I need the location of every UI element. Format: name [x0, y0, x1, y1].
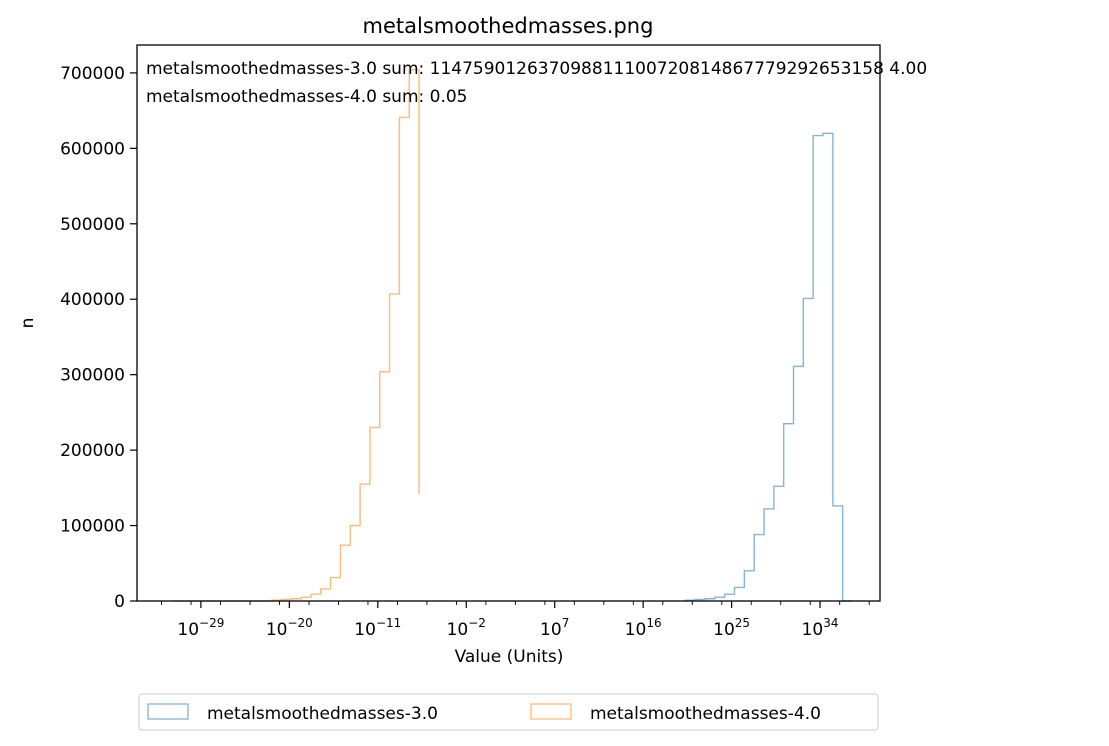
y-axis-ticks: 0 100000 200000 300000 400000 500000 600000 700…	[60, 64, 137, 612]
x-tick-label: 10−2	[447, 616, 486, 640]
x-tick-label: 1034	[802, 616, 839, 640]
y-tick-label: 0	[114, 592, 125, 612]
x-tick-label: 10−20	[266, 616, 313, 640]
chart-title: metalsmoothedmasses.png	[363, 14, 654, 38]
x-tick-label: 10−29	[177, 616, 224, 640]
x-tick-label: 1016	[625, 616, 662, 640]
annotation-sum-3: metalsmoothedmasses-3.0 sum: 11475901263…	[146, 59, 927, 79]
legend-swatch-metalsmoothedmasses-4	[530, 703, 572, 720]
annotation-sum-4: metalsmoothedmasses-4.0 sum: 0.05	[146, 87, 468, 107]
legend-label-metalsmoothedmasses-4: metalsmoothedmasses-4.0	[590, 704, 821, 724]
y-tick-label: 400000	[60, 290, 125, 310]
legend-frame	[138, 693, 879, 731]
series-layer	[173, 69, 853, 602]
x-axis-label: Value (Units)	[455, 647, 564, 667]
y-tick-label: 600000	[60, 139, 125, 159]
x-tick-label: 107	[540, 616, 569, 640]
plot-frame	[136, 44, 881, 602]
y-tick-label: 300000	[60, 366, 125, 386]
x-tick-label: 10−11	[354, 616, 401, 640]
histogram-series-1	[684, 132, 853, 602]
y-tick-label: 100000	[60, 517, 125, 537]
y-tick-label: 700000	[60, 64, 125, 84]
histogram-series-2	[173, 69, 420, 602]
y-tick-label: 200000	[60, 441, 125, 461]
legend-swatch-metalsmoothedmasses-3	[147, 703, 189, 720]
x-tick-label: 1025	[713, 616, 750, 640]
legend: metalsmoothedmasses-3.0 metalsmoothedmas…	[138, 693, 879, 731]
y-tick-label: 500000	[60, 215, 125, 235]
x-axis-ticks: 10−29 10−20 10−11 10−2 107 1016 1025 1034	[161, 601, 870, 640]
legend-label-metalsmoothedmasses-3: metalsmoothedmasses-3.0	[207, 704, 438, 724]
y-axis-label: n	[18, 318, 38, 329]
